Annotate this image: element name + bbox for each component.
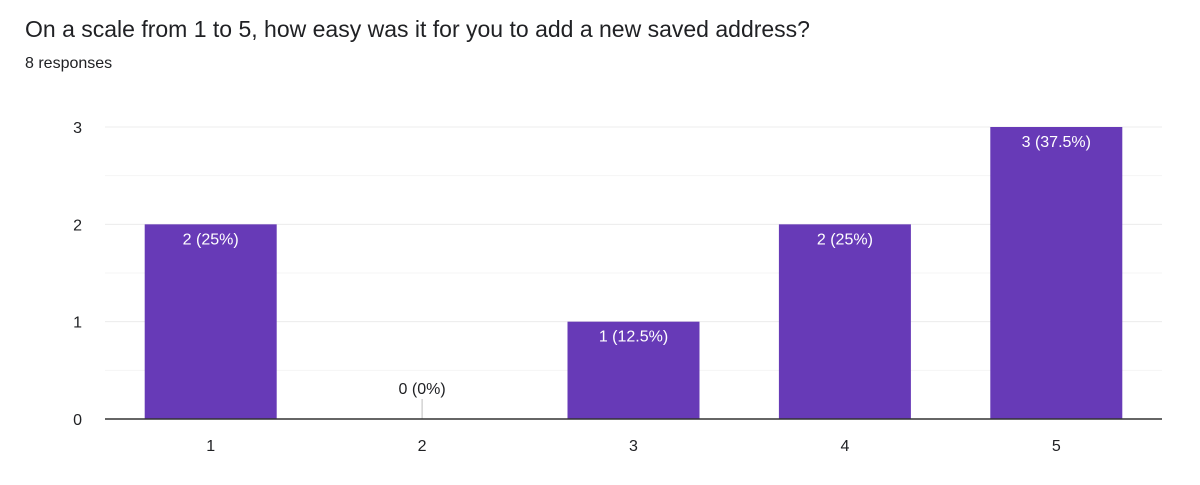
bar-data-label: 0 (0%) [399,381,446,398]
bar [567,321,700,419]
y-tick-label: 3 [73,120,82,137]
x-tick-label: 1 [206,438,215,455]
y-tick-label: 1 [73,315,82,332]
bar-data-label: 2 (25%) [817,231,873,248]
bar-data-label: 1 (12.5%) [599,329,668,346]
question-title: On a scale from 1 to 5, how easy was it … [25,16,810,42]
x-tick-label: 2 [418,438,427,455]
bar [990,127,1123,419]
x-tick-label: 4 [840,438,849,455]
x-tick-label: 3 [629,438,638,455]
x-tick-label: 5 [1052,438,1061,455]
response-count: 8 responses [25,55,113,72]
y-tick-label: 0 [73,412,82,429]
y-tick-label: 2 [73,217,82,234]
bar-data-label: 2 (25%) [183,231,239,248]
bar [778,224,911,419]
bar [144,224,277,419]
bar-data-label: 3 (37.5%) [1022,134,1091,151]
